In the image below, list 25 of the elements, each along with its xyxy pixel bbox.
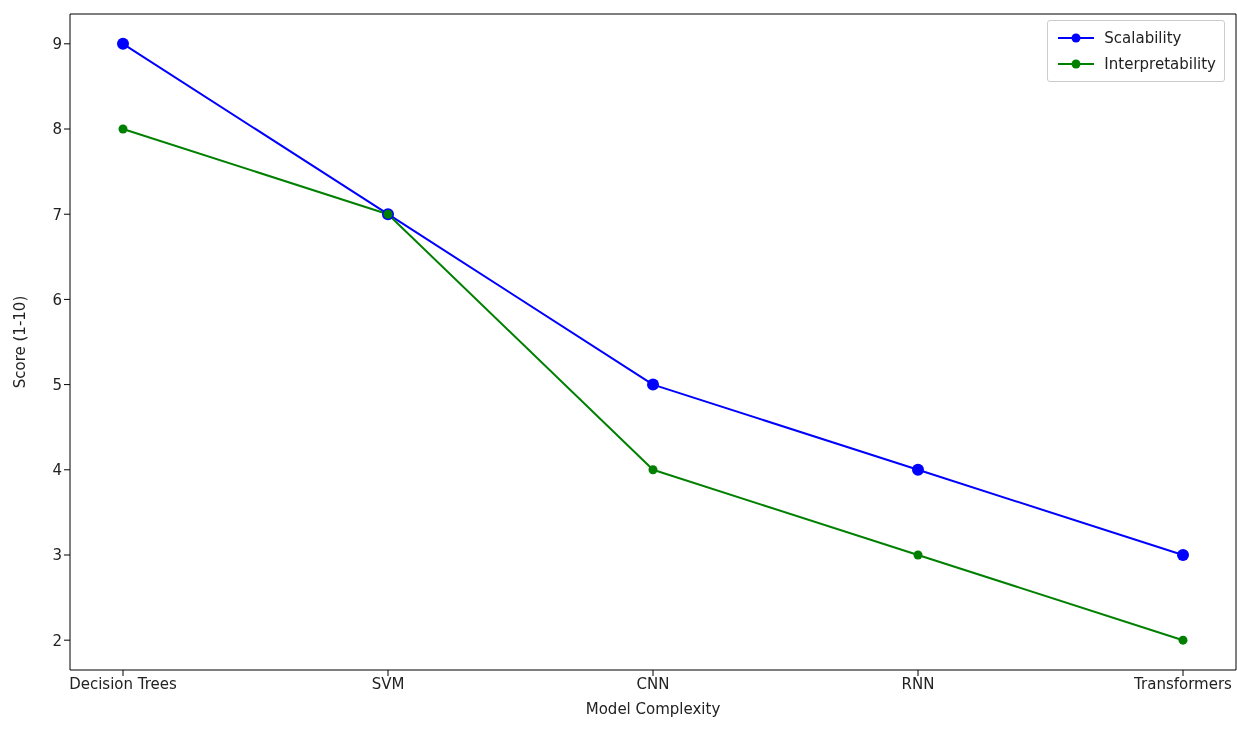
y-tick-label: 8 <box>52 120 62 139</box>
y-tick-label: 3 <box>52 546 62 565</box>
x-tick-label: Transformers <box>1133 674 1233 693</box>
legend-label: Interpretability <box>1104 54 1216 75</box>
point <box>648 465 658 475</box>
y-tick-label: 6 <box>52 290 62 309</box>
y-axis-title: Score (1-10) <box>11 295 30 389</box>
y-tick-label: 9 <box>52 35 62 54</box>
point <box>118 124 128 134</box>
x-tick-label: Decision Trees <box>69 674 178 693</box>
y-tick-label: 2 <box>52 631 62 650</box>
point <box>1177 548 1189 561</box>
x-tick-label: CNN <box>636 674 670 693</box>
y-tick-label: 4 <box>52 461 62 480</box>
y-tick-label: 7 <box>52 205 62 224</box>
y-tick-label: 5 <box>52 375 62 394</box>
x-tick-label: RNN <box>901 674 935 693</box>
point <box>913 550 923 560</box>
x-axis-title: Model Complexity <box>585 700 721 718</box>
point <box>912 463 924 476</box>
point <box>117 37 129 50</box>
point <box>1178 635 1188 645</box>
point <box>647 378 659 391</box>
x-tick-label: SVM <box>371 674 405 693</box>
legend-label: Scalability <box>1104 28 1182 49</box>
